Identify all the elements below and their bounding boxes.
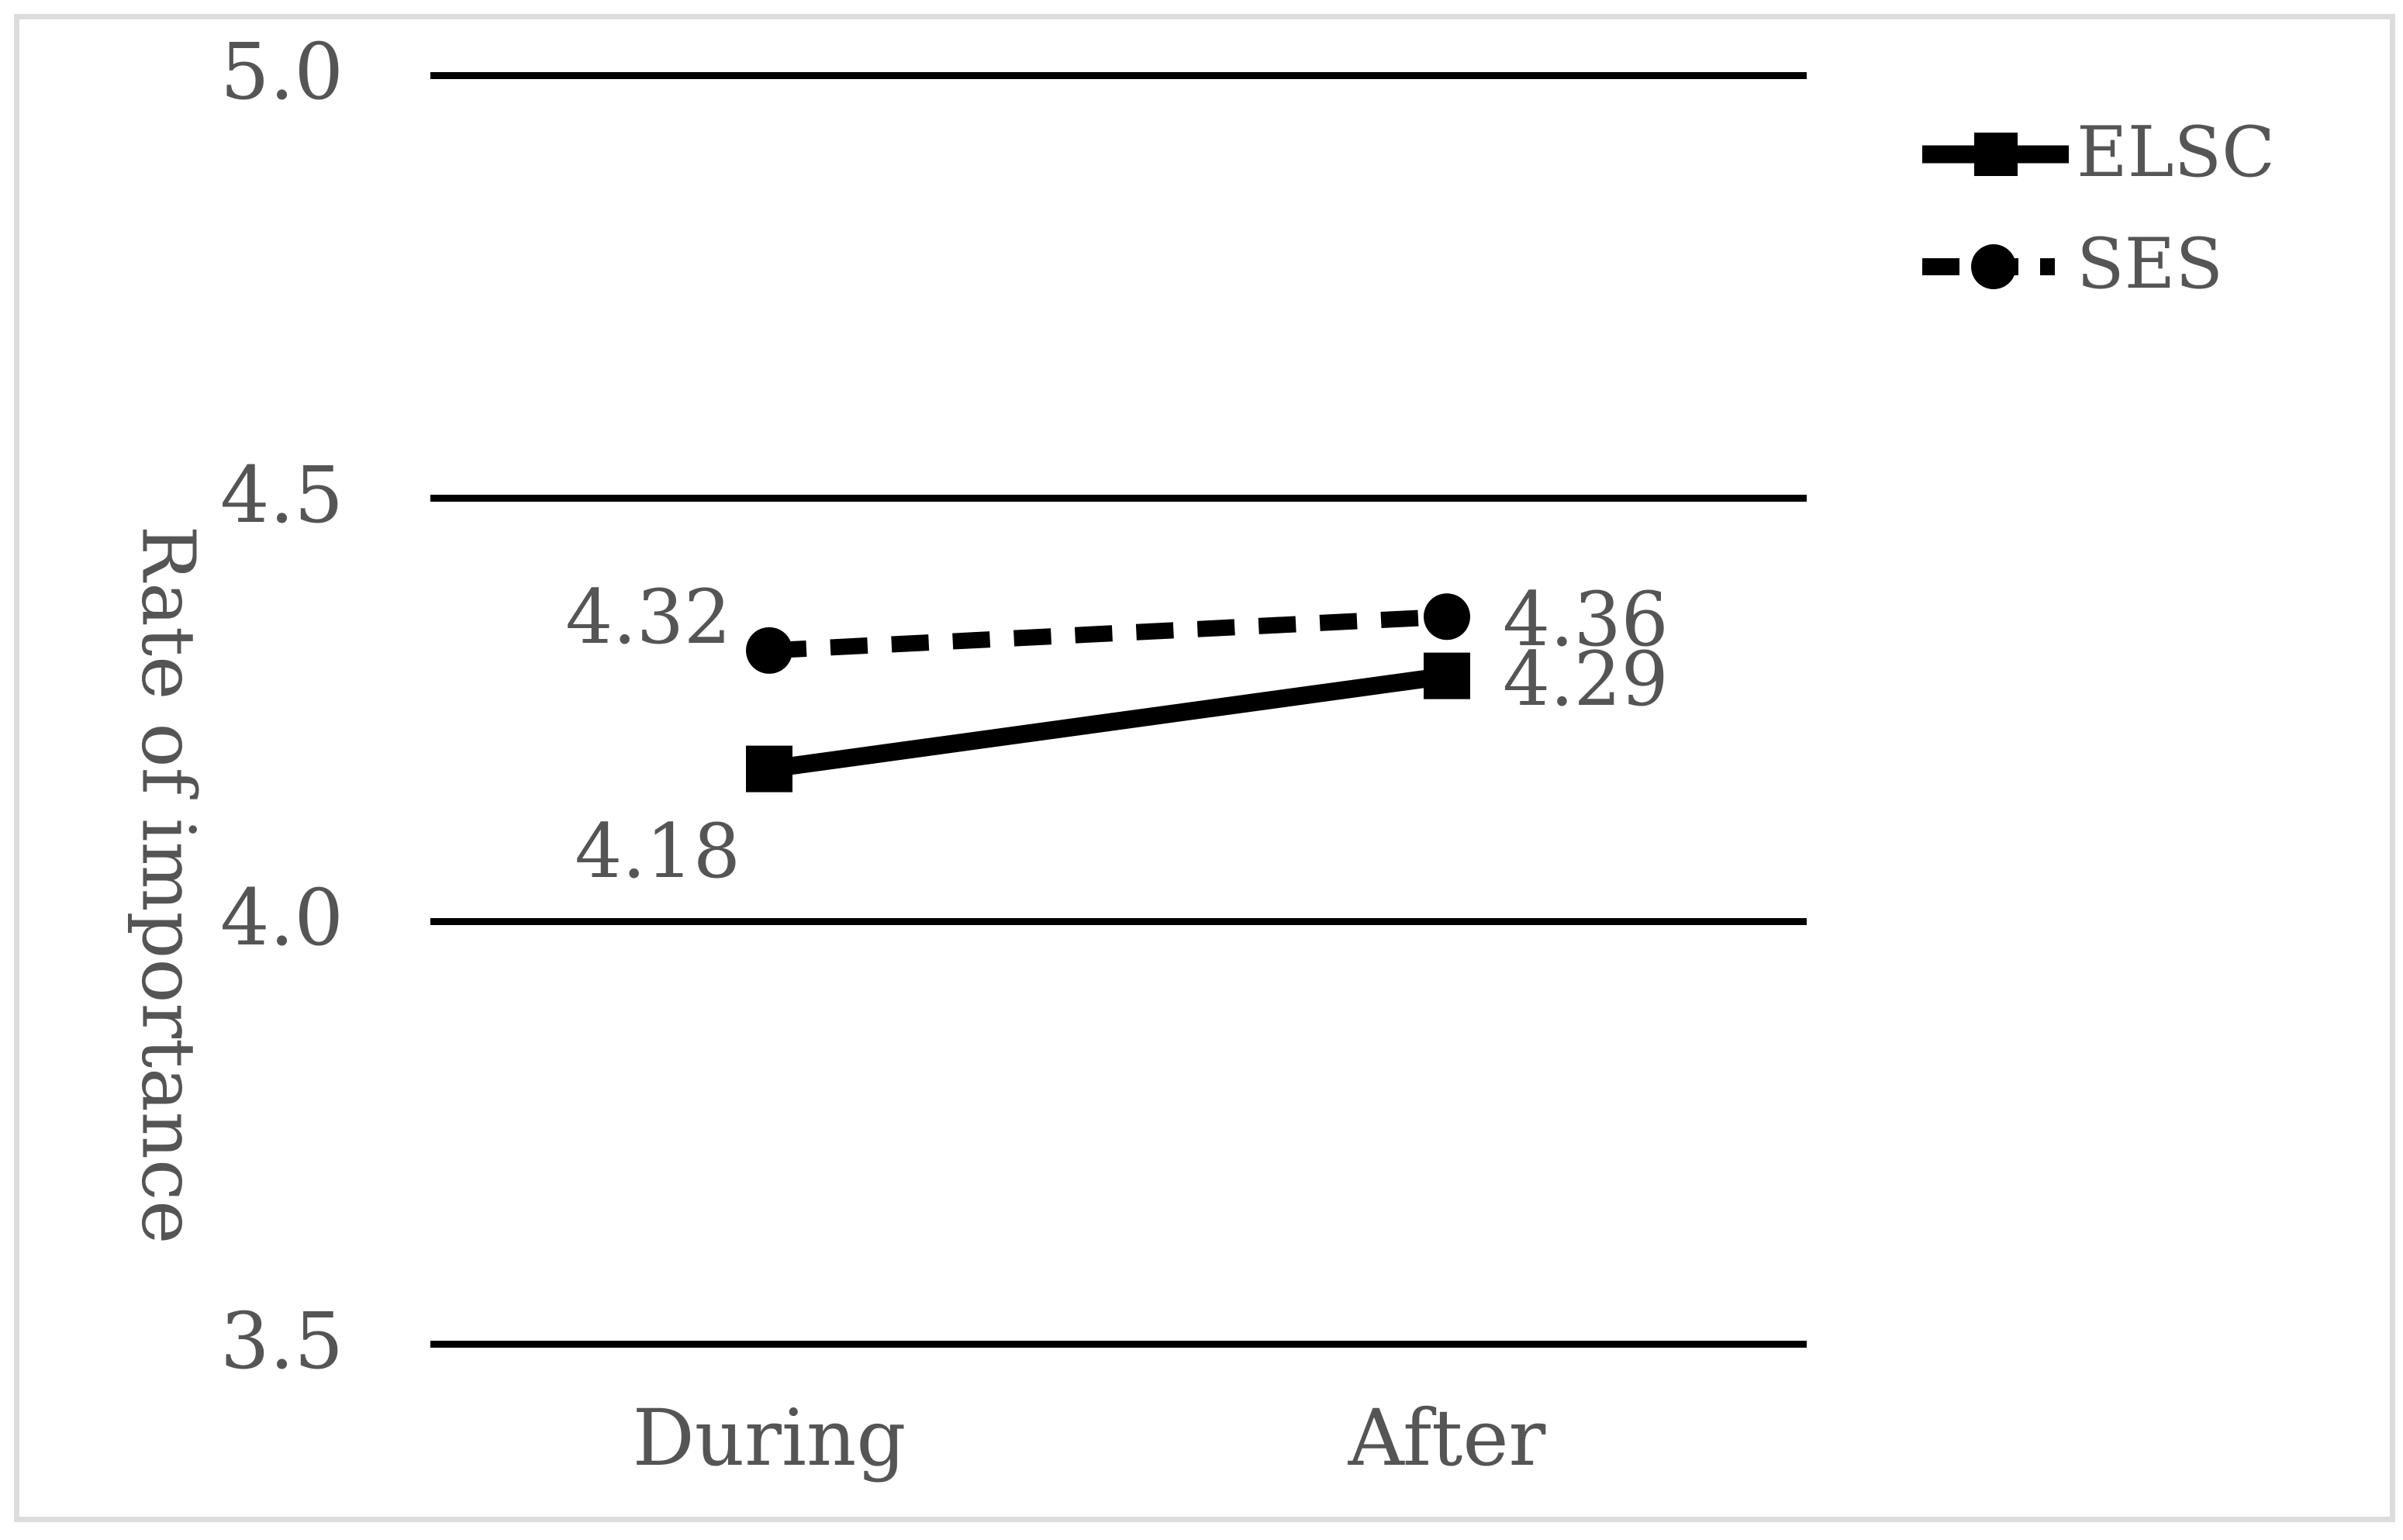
series-line-elsc bbox=[768, 667, 1448, 779]
circle-marker-ses bbox=[1424, 593, 1470, 641]
square-marker-elsc bbox=[1424, 652, 1470, 699]
data-label-elsc-after: 4.29 bbox=[1503, 635, 1669, 723]
legend-label-ses: SES bbox=[2077, 223, 2224, 305]
series-line-ses bbox=[768, 608, 1448, 659]
square-marker-elsc bbox=[746, 745, 792, 792]
data-label-ses-after: 4.36 bbox=[1503, 576, 1669, 664]
gridline-y-4.0 bbox=[430, 917, 1807, 925]
legend-label-elsc: ELSC bbox=[2077, 112, 2275, 193]
gridline-y-5.0 bbox=[430, 71, 1807, 79]
x-category-label-after: After bbox=[1348, 1393, 1546, 1483]
legend-square-marker-elsc bbox=[1974, 133, 2018, 176]
y-tick-label: 4.5 bbox=[219, 449, 344, 540]
x-category-label-during: During bbox=[632, 1393, 906, 1483]
y-tick-label: 4.0 bbox=[219, 872, 344, 963]
gridline-y-3.5 bbox=[430, 1341, 1807, 1348]
legend-circle-marker-ses bbox=[1971, 244, 2016, 289]
circle-marker-ses bbox=[746, 627, 792, 674]
chart-frame-border bbox=[14, 14, 2395, 1522]
gridline-y-4.5 bbox=[430, 495, 1807, 502]
y-tick-label: 3.5 bbox=[219, 1295, 344, 1386]
data-label-elsc-during: 4.18 bbox=[575, 807, 741, 895]
y-tick-label: 5.0 bbox=[219, 26, 344, 117]
data-label-ses-during: 4.32 bbox=[565, 573, 731, 661]
